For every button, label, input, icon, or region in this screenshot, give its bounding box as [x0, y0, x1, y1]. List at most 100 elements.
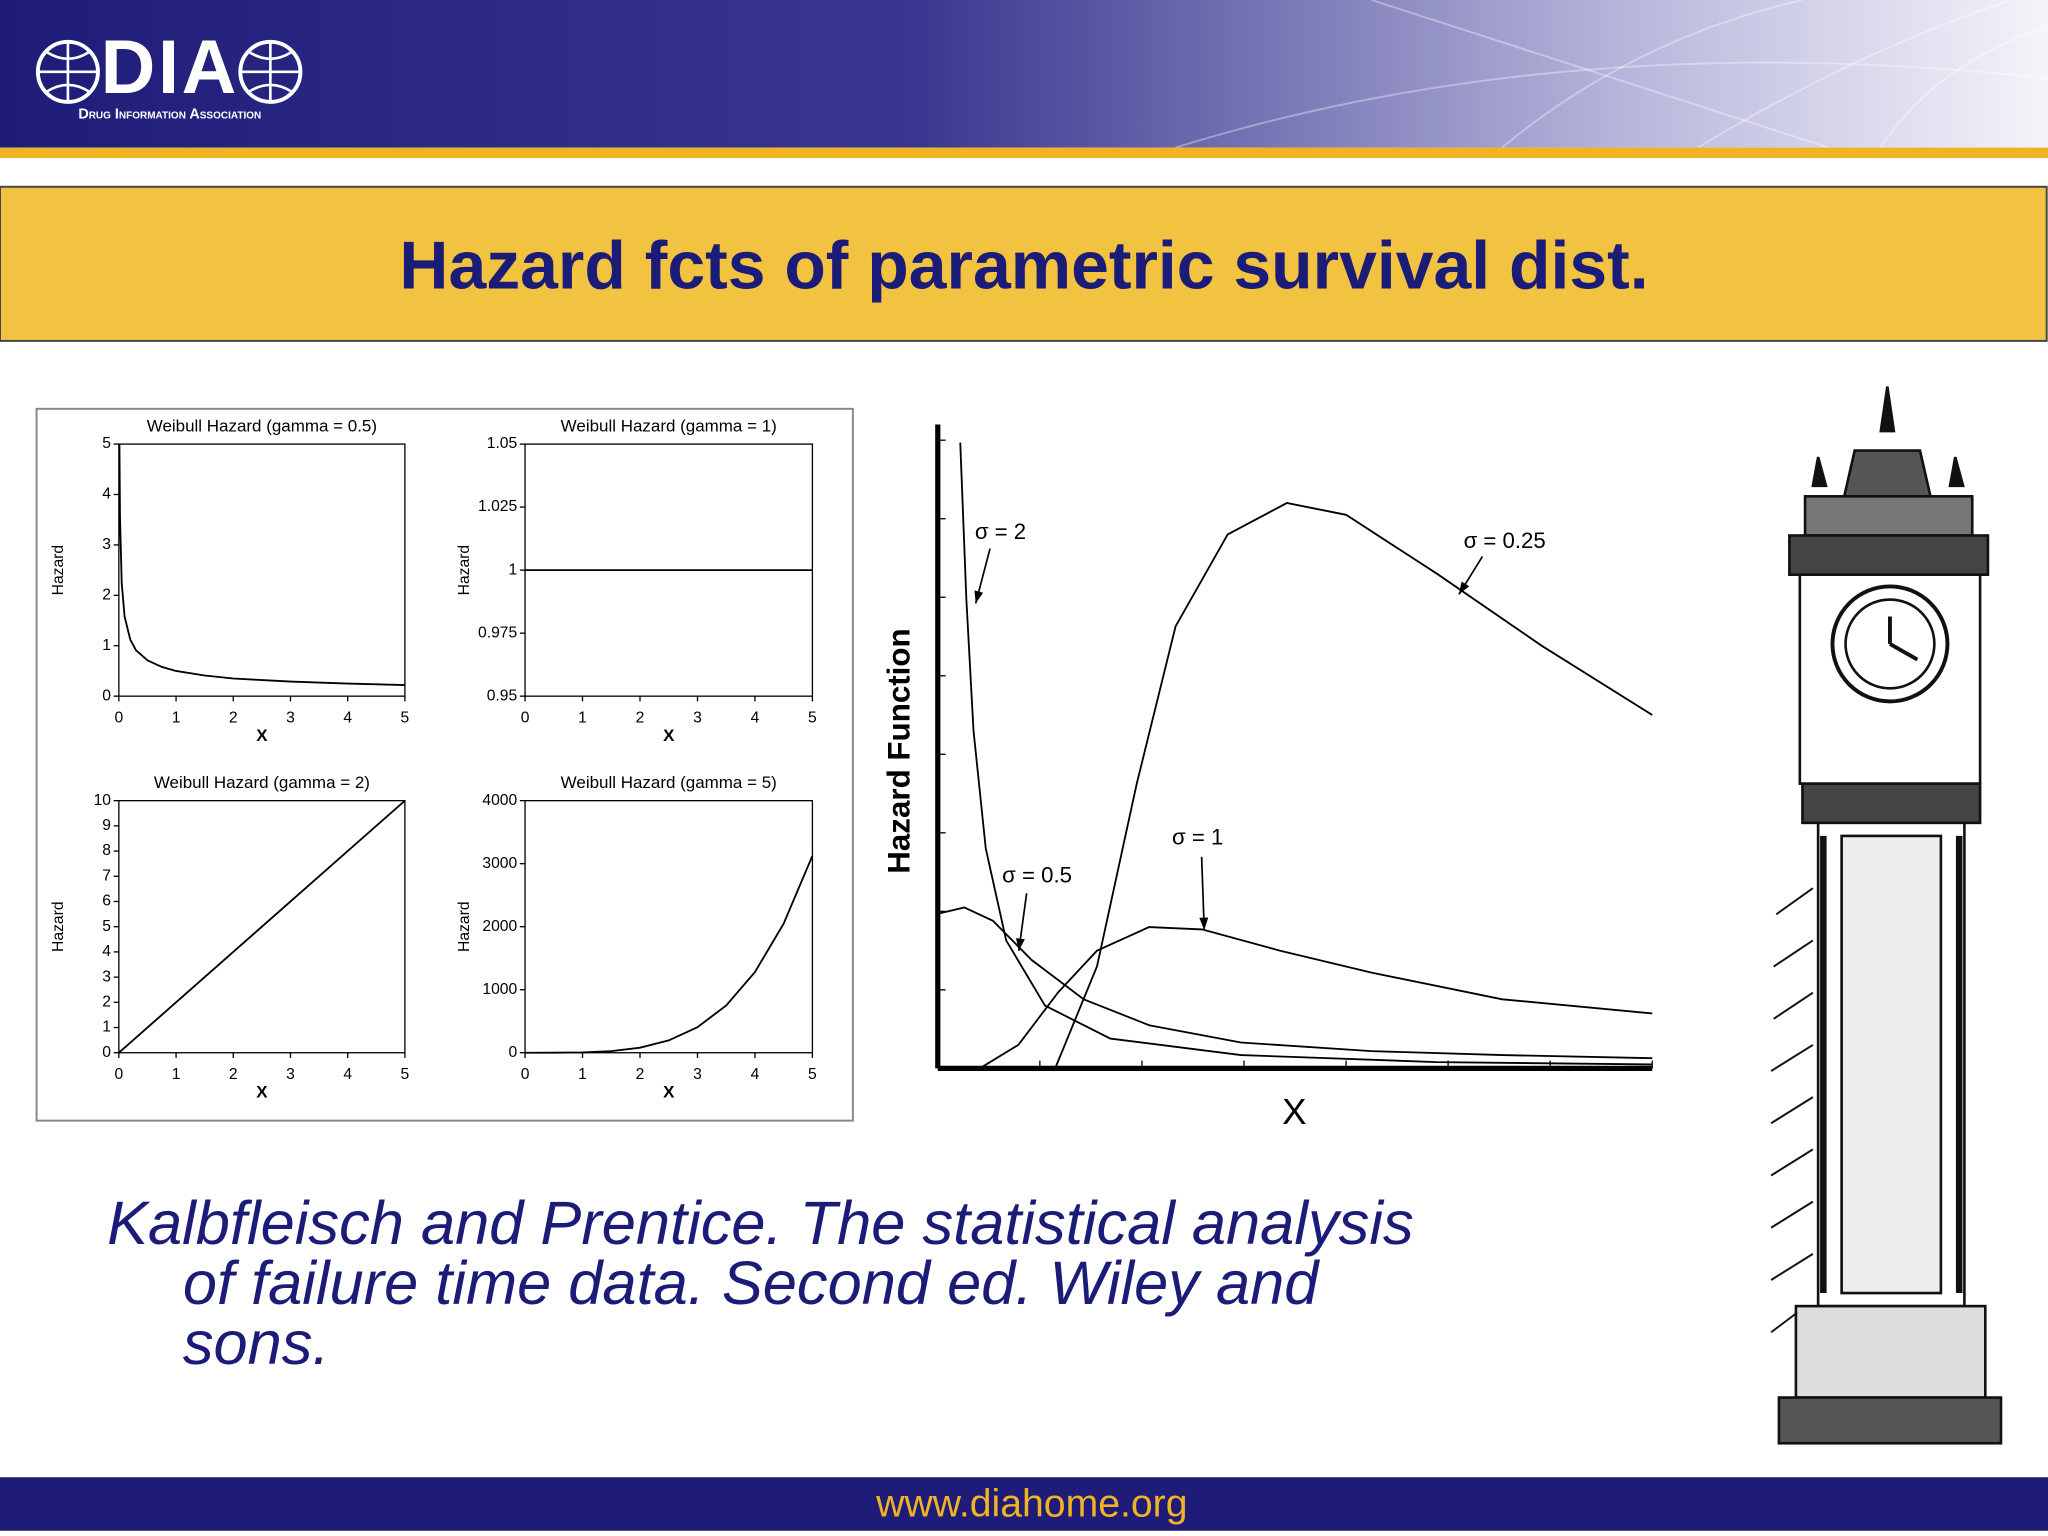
- x-tick-label: 0: [114, 1066, 123, 1083]
- y-tick-label: 1000: [482, 981, 517, 998]
- y-tick-label: 4: [102, 943, 111, 960]
- curve: [118, 444, 405, 686]
- logo-tagline: Drug Information Association: [78, 107, 261, 123]
- x-tick-label: 3: [693, 1066, 702, 1083]
- y-tick-label: 2: [102, 993, 111, 1010]
- header-band: [0, 0, 2048, 148]
- citation-line: Kalbfleisch and Prentice. The statistica…: [107, 1189, 1414, 1258]
- curve-label: σ = 1: [1172, 824, 1223, 849]
- y-tick-label: 7: [102, 867, 111, 884]
- y-tick-label: 4000: [482, 792, 517, 809]
- x-tick-label: 4: [751, 1066, 760, 1083]
- chart-title: Weibull Hazard (gamma = 2): [154, 773, 370, 792]
- y-tick-label: 0.975: [478, 624, 517, 641]
- y-tick-label: 1: [102, 1019, 111, 1036]
- curve: [118, 799, 406, 1054]
- x-tick-label: 2: [229, 710, 238, 727]
- y-tick-label: 3000: [482, 855, 517, 872]
- logo-text: DIA: [101, 25, 239, 110]
- y-axis-label: Hazard: [50, 545, 67, 595]
- panel-frame: [35, 407, 854, 1122]
- y-axis-label: Hazard: [456, 901, 473, 951]
- title-box: [0, 185, 2048, 342]
- curve-label: σ = 2: [975, 519, 1026, 544]
- arrow-head: [1015, 938, 1025, 951]
- x-tick-label: 3: [693, 710, 702, 727]
- y-tick-label: 3: [102, 536, 111, 553]
- logo: DIA Drug Information Association: [35, 25, 303, 123]
- x-tick-label: 4: [343, 1066, 352, 1083]
- y-tick-label: 0: [509, 1044, 518, 1061]
- curve: [1054, 502, 1653, 1069]
- y-tick-label: 3: [102, 968, 111, 985]
- y-tick-label: 1: [509, 561, 518, 578]
- x-tick-label: 2: [636, 710, 645, 727]
- footer-band: [0, 1477, 2048, 1531]
- y-tick-label: 5: [102, 918, 111, 935]
- x-tick-label: 0: [521, 710, 530, 727]
- curve: [979, 926, 1653, 1070]
- y-axis-label: Hazard: [456, 545, 473, 595]
- clock-illustration: [1770, 386, 2003, 1445]
- citation-line: sons.: [183, 1309, 330, 1378]
- citation-line: of failure time data. Second ed. Wiley a…: [183, 1249, 1320, 1318]
- chart-title: Weibull Hazard (gamma = 5): [561, 773, 777, 792]
- x-axis-label: X: [256, 726, 268, 745]
- y-tick-label: 10: [94, 792, 112, 809]
- y-tick-label: 1.025: [478, 498, 517, 515]
- x-tick-label: 2: [636, 1066, 645, 1083]
- chart: Weibull Hazard (gamma = 1) 0.95 0.975 1 1.02…: [456, 417, 817, 746]
- header-stripe: [0, 147, 2048, 159]
- curve-label: σ = 0.25: [1464, 528, 1546, 553]
- chart-title: Weibull Hazard (gamma = 1): [561, 417, 777, 436]
- x-tick-label: 4: [343, 710, 352, 727]
- x-tick-label: 3: [286, 710, 295, 727]
- curve: [959, 442, 1653, 1066]
- arrow-head: [974, 590, 984, 604]
- x-tick-label: 2: [229, 1066, 238, 1083]
- arrow-head: [1199, 917, 1209, 930]
- x-axis-label: X: [256, 1083, 268, 1102]
- chart-title: Weibull Hazard (gamma = 0.5): [147, 417, 377, 436]
- curve-label: σ = 0.5: [1002, 862, 1072, 887]
- y-axis-label: Hazard Function: [882, 628, 917, 873]
- y-tick-label: 2000: [482, 918, 517, 935]
- chart: X Hazard Function σ = 2 σ = 0.25 σ = 1 σ = 0.…: [882, 424, 1653, 1132]
- arrow-head: [1458, 581, 1470, 595]
- x-tick-label: 4: [751, 710, 760, 727]
- x-axis-label: X: [663, 726, 675, 745]
- x-tick-label: 1: [172, 1066, 181, 1083]
- y-tick-label: 9: [102, 817, 111, 834]
- header-arcs: [1175, 0, 2048, 149]
- x-tick-label: 1: [172, 710, 181, 727]
- x-tick-label: 1: [578, 1066, 587, 1083]
- x-tick-label: 0: [521, 1066, 530, 1083]
- y-axis-label: Hazard: [50, 901, 67, 951]
- y-tick-label: 5: [102, 435, 111, 452]
- y-tick-label: 2: [102, 586, 111, 603]
- x-tick-label: 5: [401, 710, 410, 727]
- x-tick-label: 5: [808, 710, 817, 727]
- x-tick-label: 1: [578, 710, 587, 727]
- citation: Kalbfleisch and Prentice. The statistica…: [107, 1189, 1414, 1378]
- x-axis-label: X: [1282, 1091, 1306, 1132]
- y-tick-label: 0: [102, 687, 111, 704]
- y-tick-label: 0.95: [487, 687, 518, 704]
- chart: Weibull Hazard (gamma = 2) 0 1 2 3 4 5 6 7 8 9 10 0 1…: [50, 773, 410, 1102]
- x-axis-label: X: [663, 1083, 675, 1102]
- curve: [937, 906, 1653, 1060]
- x-tick-label: 3: [286, 1066, 295, 1083]
- y-tick-label: 1.05: [487, 435, 518, 452]
- footer-url: www.diahome.org: [875, 1482, 1187, 1525]
- curve: [525, 855, 814, 1054]
- chart: Weibull Hazard (gamma = 5) 0 1000 2000 3000 4…: [456, 773, 817, 1102]
- y-tick-label: 4: [102, 486, 111, 503]
- slide-title: Hazard fcts of parametric survival dist.: [399, 228, 1648, 303]
- y-tick-label: 1: [102, 637, 111, 654]
- x-tick-label: 5: [401, 1066, 410, 1083]
- chart: Weibull Hazard (gamma = 0.5) 0 1 2 3 4 5 0 1 2 3 4 5…: [50, 417, 410, 746]
- x-tick-label: 5: [808, 1066, 817, 1083]
- x-tick-label: 0: [114, 710, 123, 727]
